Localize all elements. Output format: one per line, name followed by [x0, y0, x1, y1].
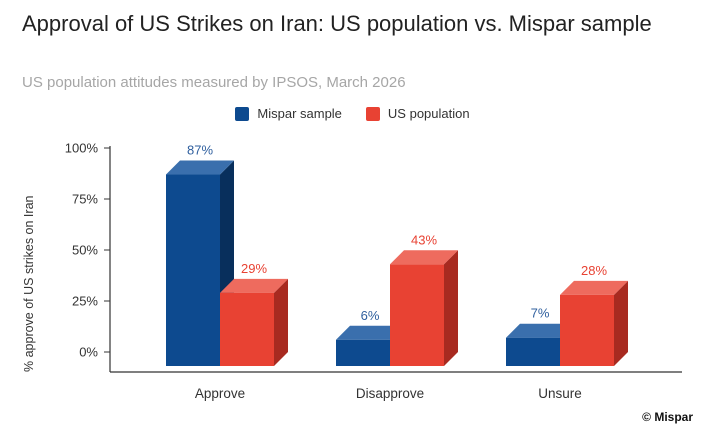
legend-item-us-population[interactable]: US population: [365, 106, 470, 121]
bar-us-population-disapprove-top: [390, 250, 458, 265]
y-tick-label-25: 25%: [72, 294, 98, 309]
legend: Mispar sample US population: [0, 106, 705, 121]
x-tick-label-approve: Approve: [195, 386, 245, 401]
legend-item-mispar[interactable]: Mispar sample: [235, 106, 342, 121]
data-label-us-population-disapprove: 43%: [411, 232, 437, 247]
y-tick-label-75: 75%: [72, 192, 98, 207]
x-tick-label-unsure: Unsure: [538, 386, 582, 401]
bar-us-population-approve-top: [220, 278, 288, 293]
bar-us-population-disapprove: [390, 264, 444, 366]
y-tick-label-50: 50%: [72, 243, 98, 258]
bar-mispar-sample-unsure-top: [506, 323, 574, 338]
data-label-mispar-sample-approve: 87%: [187, 143, 213, 158]
legend-swatch-us-population: [365, 106, 380, 121]
y-tick-label-0: 0%: [79, 345, 98, 360]
x-tick-label-disapprove: Disapprove: [356, 386, 424, 401]
copyright-notice: © Mispar: [642, 410, 693, 424]
y-tick-label-100: 100%: [65, 141, 99, 156]
data-label-us-population-unsure: 28%: [581, 263, 607, 278]
bar-mispar-sample-disapprove-top: [336, 325, 404, 340]
chart-title: Approval of US Strikes on Iran: US popul…: [22, 11, 652, 36]
bar-us-population-disapprove-side: [444, 250, 458, 366]
bar-us-population-approve-side: [274, 278, 288, 366]
legend-label-us-population: US population: [387, 106, 470, 121]
legend-swatch-mispar: [235, 106, 250, 121]
bar-us-population-approve: [220, 292, 274, 366]
bar-us-population-unsure-top: [560, 280, 628, 295]
bar-mispar-sample-approve: [166, 174, 220, 366]
bar-us-population-unsure-side: [614, 280, 628, 366]
legend-label-mispar: Mispar sample: [257, 106, 342, 121]
chart-subtitle: US population attitudes measured by IPSO…: [22, 74, 406, 91]
bar-mispar-sample-disapprove: [336, 339, 390, 366]
data-label-us-population-approve: 29%: [241, 261, 267, 276]
bar-us-population-unsure: [560, 294, 614, 366]
bar-mispar-sample-approve-top: [166, 160, 234, 175]
bar-mispar-sample-unsure: [506, 337, 560, 366]
data-label-mispar-sample-unsure: 7%: [531, 306, 550, 321]
data-label-mispar-sample-disapprove: 6%: [361, 308, 380, 323]
